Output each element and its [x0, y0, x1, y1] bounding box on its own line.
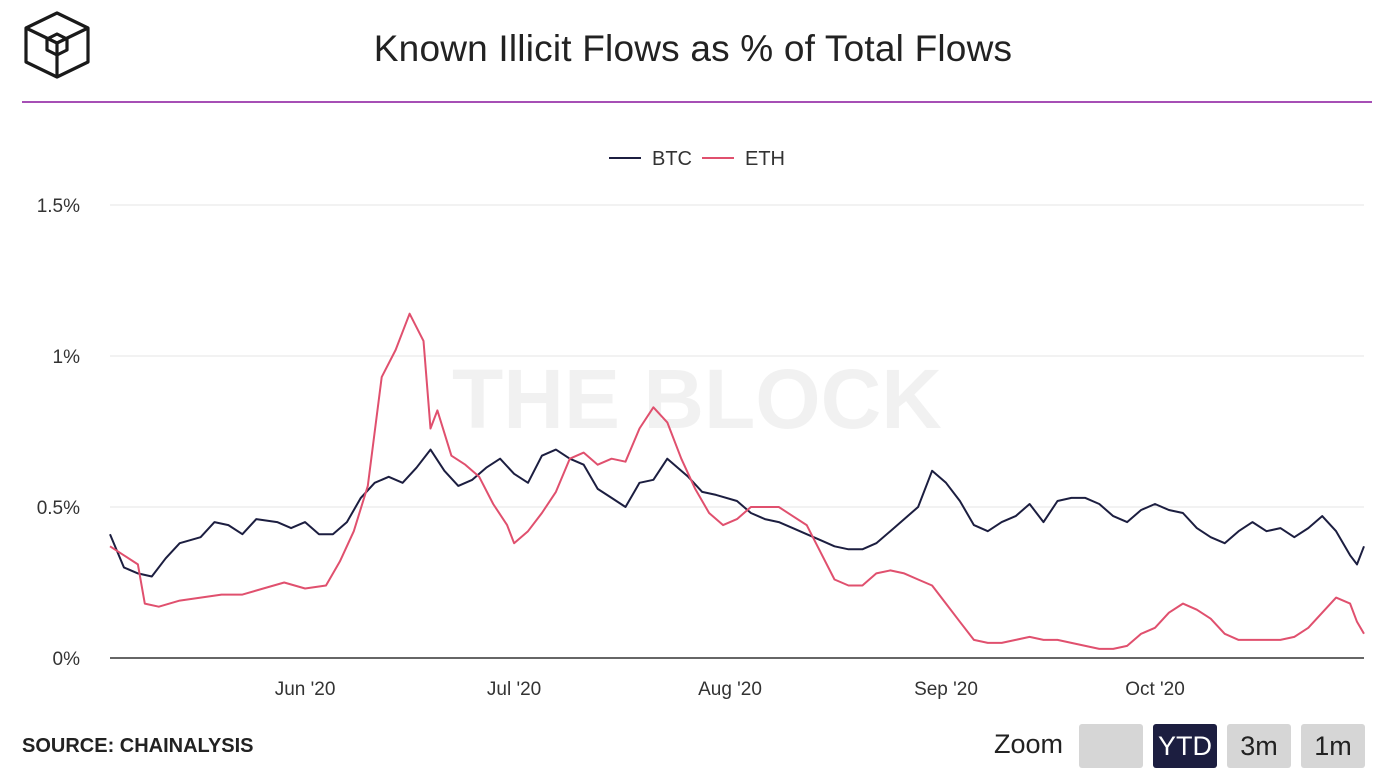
gridlines [110, 204, 1364, 659]
zoom-button-1m[interactable]: 1m [1301, 724, 1365, 768]
legend-label-eth: ETH [745, 148, 785, 170]
zoom-button-blank[interactable] [1079, 724, 1143, 768]
x-axis: Jun '20 Jul '20 Aug '20 Sep '20 Oct '20 [275, 679, 1185, 700]
y-tick-label: 1.5% [37, 196, 80, 217]
legend: BTC ETH [609, 148, 785, 170]
x-tick-label: Sep '20 [914, 679, 978, 700]
chart-title: Known Illicit Flows as % of Total Flows [373, 28, 1013, 69]
x-tick-label: Aug '20 [698, 679, 762, 700]
legend-item-eth[interactable]: ETH [702, 148, 785, 170]
series-line-btc [109, 448, 1365, 578]
the-block-logo [24, 11, 90, 79]
y-axis: 0% 0.5% 1% 1.5% [37, 196, 80, 670]
y-tick-label: 0% [53, 649, 81, 670]
legend-item-btc[interactable]: BTC [609, 148, 692, 170]
y-tick-label: 1% [53, 347, 81, 368]
y-tick-label: 0.5% [37, 498, 80, 519]
x-tick-label: Jun '20 [275, 679, 336, 700]
legend-label-btc: BTC [652, 148, 692, 170]
series-line-eth [109, 312, 1365, 650]
header-divider [22, 101, 1372, 103]
zoom-button-3m[interactable]: 3m [1227, 724, 1291, 768]
zoom-label: Zoom [994, 729, 1064, 759]
source-credit: SOURCE: CHAINALYSIS [22, 735, 254, 757]
x-tick-label: Jul '20 [487, 679, 541, 700]
series-lines [109, 312, 1365, 650]
x-tick-label: Oct '20 [1125, 679, 1185, 700]
zoom-button-ytd[interactable]: YTD [1153, 724, 1217, 768]
watermark-text: THE BLOCK [452, 352, 942, 446]
